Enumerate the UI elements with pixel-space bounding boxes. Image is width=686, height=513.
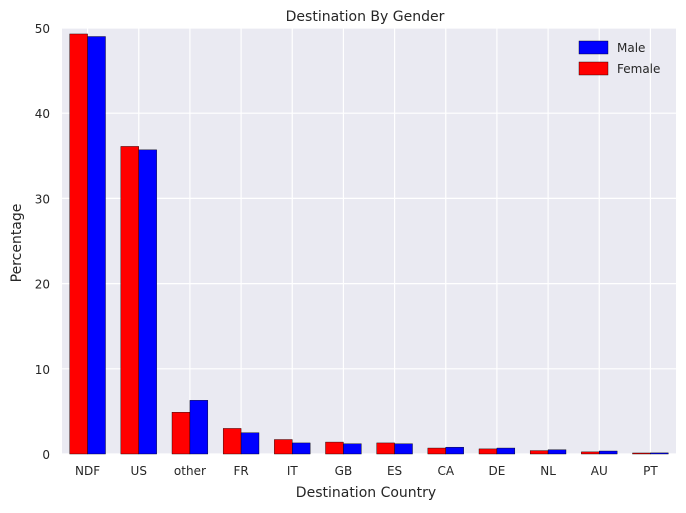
x-tick-label: GB [335, 464, 353, 478]
bar-male [496, 447, 516, 455]
y-tick-labels: 0 10 20 30 40 50 [35, 22, 50, 462]
y-gridlines [62, 27, 676, 455]
bar-male [292, 442, 311, 455]
bar-female [222, 428, 242, 455]
bar-female [529, 450, 549, 455]
legend-swatch-female [578, 61, 609, 76]
bar-male [343, 443, 362, 455]
chart-title: Destination By Gender [286, 9, 445, 25]
y-axis-label: Percentage [9, 204, 25, 283]
legend-label-male: Male [617, 41, 645, 55]
y-tick-label: 50 [35, 22, 50, 36]
bar-female [120, 146, 139, 455]
x-tick-label: DE [489, 464, 506, 478]
bar-female [581, 451, 600, 455]
bar-female [427, 447, 446, 455]
x-tick-label: NL [540, 464, 556, 478]
bar-male [394, 443, 413, 455]
bar-female [632, 452, 651, 455]
bars [69, 33, 669, 455]
bar-male [650, 452, 669, 455]
x-tick-label: ES [387, 464, 402, 478]
x-tick-label: NDF [75, 464, 100, 478]
bar-male [87, 36, 106, 455]
y-tick-label: 20 [35, 278, 50, 292]
bar-female [69, 33, 88, 455]
y-tick-label: 0 [42, 448, 50, 462]
bar-male [445, 446, 464, 455]
bar-male [240, 432, 260, 455]
x-tick-label: CA [437, 464, 454, 478]
bar-female [325, 441, 344, 455]
bar-male [138, 149, 157, 455]
x-axis-label: Destination Country [296, 485, 436, 501]
y-tick-label: 40 [35, 107, 50, 121]
bar-female [478, 448, 498, 455]
legend: Male Female [578, 40, 660, 76]
x-tick-label: AU [591, 464, 608, 478]
x-tick-label: IT [287, 464, 299, 478]
bar-male [189, 400, 209, 455]
x-tick-label: PT [643, 464, 658, 478]
bar-female [274, 439, 293, 455]
y-tick-label: 10 [35, 363, 50, 377]
legend-label-female: Female [617, 62, 660, 76]
bar-female [376, 442, 395, 455]
bar-male [599, 450, 618, 455]
x-tick-labels: NDF US other FR IT GB ES CA DE NL AU PT [75, 464, 658, 478]
bar-female [171, 412, 191, 455]
bar-male [547, 449, 567, 455]
y-tick-label: 30 [35, 192, 50, 206]
x-gridlines [86, 28, 652, 454]
legend-swatch-male [578, 40, 609, 55]
plot-background [62, 28, 676, 454]
x-tick-label: other [174, 464, 206, 478]
x-tick-label: FR [233, 464, 248, 478]
x-tick-label: US [131, 464, 147, 478]
